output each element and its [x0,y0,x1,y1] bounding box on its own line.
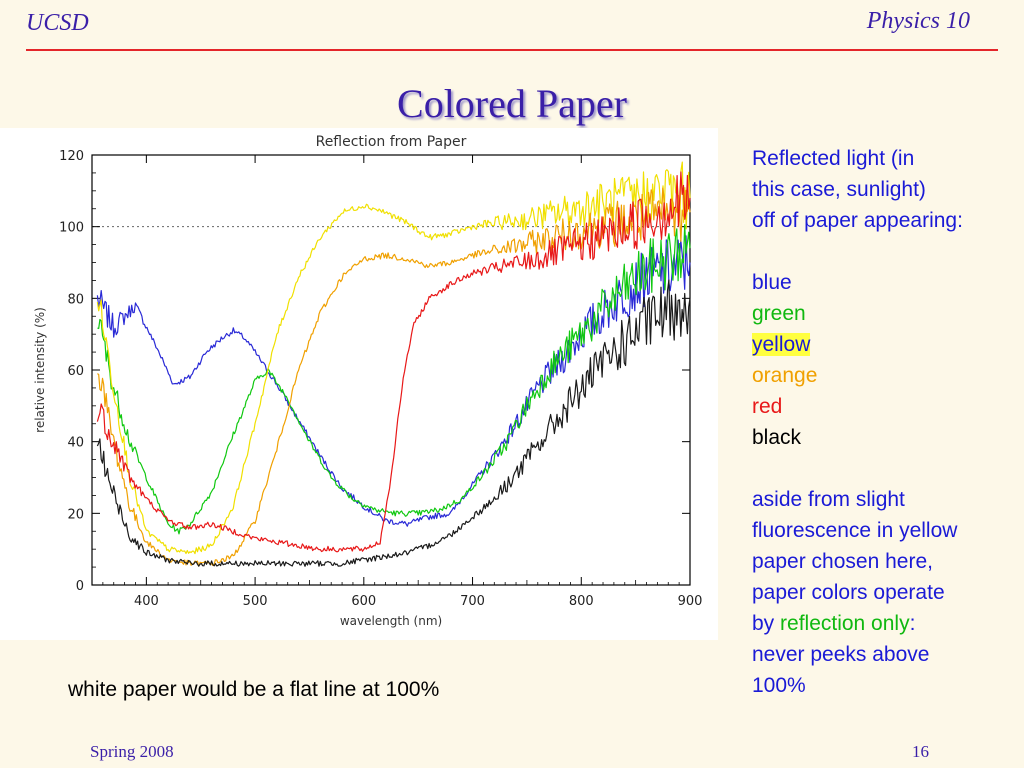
y-tick-label: 120 [59,149,84,164]
header-rule [26,49,998,51]
x-tick-label: 400 [134,594,159,609]
intro-line-2: this case, sunlight) [752,178,926,201]
color-label-yellow-row: yellow [752,329,1018,360]
intro-line-3: off of paper appearing: [752,209,963,232]
x-tick-label: 600 [351,594,376,609]
spacer [752,453,1018,484]
series-line-4 [96,171,691,553]
color-label-yellow: yellow [752,333,811,356]
note-colon: : [909,612,916,635]
series-line-2 [96,161,691,555]
y-tick-label: 80 [67,292,84,307]
note-line-2: fluorescence in yellow [752,519,958,542]
chart-svg: 400 500 600 700 800 900 0 20 40 60 80 100 120 Reflect… [33,134,703,628]
color-label-black: black [752,426,802,449]
note-line-4: paper colors operate [752,581,945,604]
note-emphasis: reflection only [780,612,910,635]
sidebar-text: Reflected light (in this case, sunlight)… [752,143,1018,701]
y-tick-label: 0 [76,579,84,594]
color-label-red: red [752,395,783,418]
series-line-5 [96,279,691,567]
page-number: 16 [912,742,929,761]
caption: white paper would be a flat line at 100% [68,678,440,701]
intro-line-1: Reflected light (in [752,147,915,170]
note-line-5: by reflection only: [752,608,1018,639]
y-tick-label: 20 [67,507,84,522]
series-line-0 [96,235,691,527]
header-course: UCSD [26,10,89,36]
color-label-blue: blue [752,271,792,294]
color-label-green: green [752,302,806,325]
series-line-3 [97,187,691,567]
slide-title: Colored Paper [397,81,627,126]
spacer [752,236,1018,267]
note-by: by [752,612,781,635]
x-tick-label: 800 [569,594,594,609]
x-tick-label: 700 [460,594,485,609]
x-axis-label: wavelength (nm) [340,614,442,628]
header-class: Physics 10 [866,8,970,34]
y-tick-label: 40 [67,436,84,451]
series-line-1 [97,224,691,535]
chart-title: Reflection from Paper [316,134,467,150]
note-line-7: 100% [752,674,806,697]
color-label-orange: orange [752,364,818,387]
y-tick-label: 60 [67,364,84,379]
note-line-3: paper chosen here, [752,550,933,573]
y-tick-label: 100 [59,221,84,236]
note-line-6: never peeks above [752,643,930,666]
reflection-chart: 400 500 600 700 800 900 0 20 40 60 80 100 120 Reflect… [0,128,718,640]
x-tick-label: 500 [243,594,268,609]
note-line-1: aside from slight [752,488,905,511]
footer-term: Spring 2008 [90,742,174,761]
y-axis-label: relative intensity (%) [33,307,47,433]
x-tick-label: 900 [678,594,703,609]
